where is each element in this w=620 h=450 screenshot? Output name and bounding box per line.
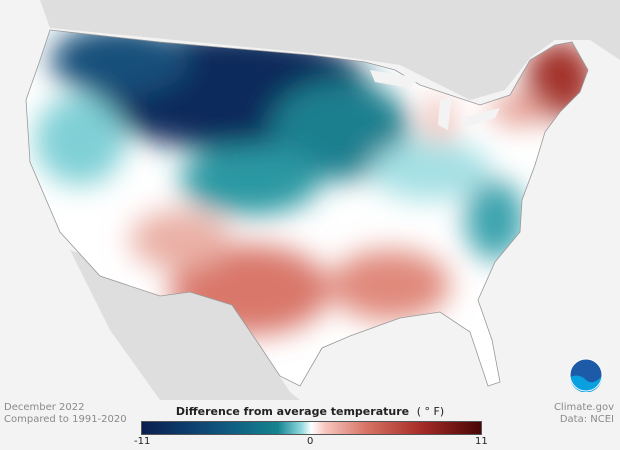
mexico-landmass <box>70 250 300 400</box>
legend-tick-min: -11 <box>134 436 151 447</box>
caption-month: December 2022 <box>4 402 85 413</box>
credit-site: Climate.gov <box>553 402 614 413</box>
legend-title: Difference from average temperature ( ° … <box>140 405 480 418</box>
legend-tick-max: 11 <box>475 436 488 447</box>
credit-source: Data: NCEI <box>559 414 614 425</box>
us-outline <box>25 29 589 387</box>
temperature-anomaly-map <box>25 0 620 400</box>
legend-unit: ( ° F) <box>416 405 445 418</box>
legend-title-text: Difference from average temperature <box>175 405 410 418</box>
legend-color-bar <box>141 421 482 435</box>
legend-tick-mid: 0 <box>307 436 314 447</box>
map-caption: December 2022 Compared to 1991-2020 <box>4 402 127 426</box>
great-lakes <box>370 70 500 130</box>
caption-baseline: Compared to 1991-2020 <box>4 414 127 425</box>
map-credit: Climate.gov Data: NCEI <box>554 402 614 426</box>
noaa-logo <box>569 358 603 393</box>
canada-landmass <box>40 0 620 100</box>
